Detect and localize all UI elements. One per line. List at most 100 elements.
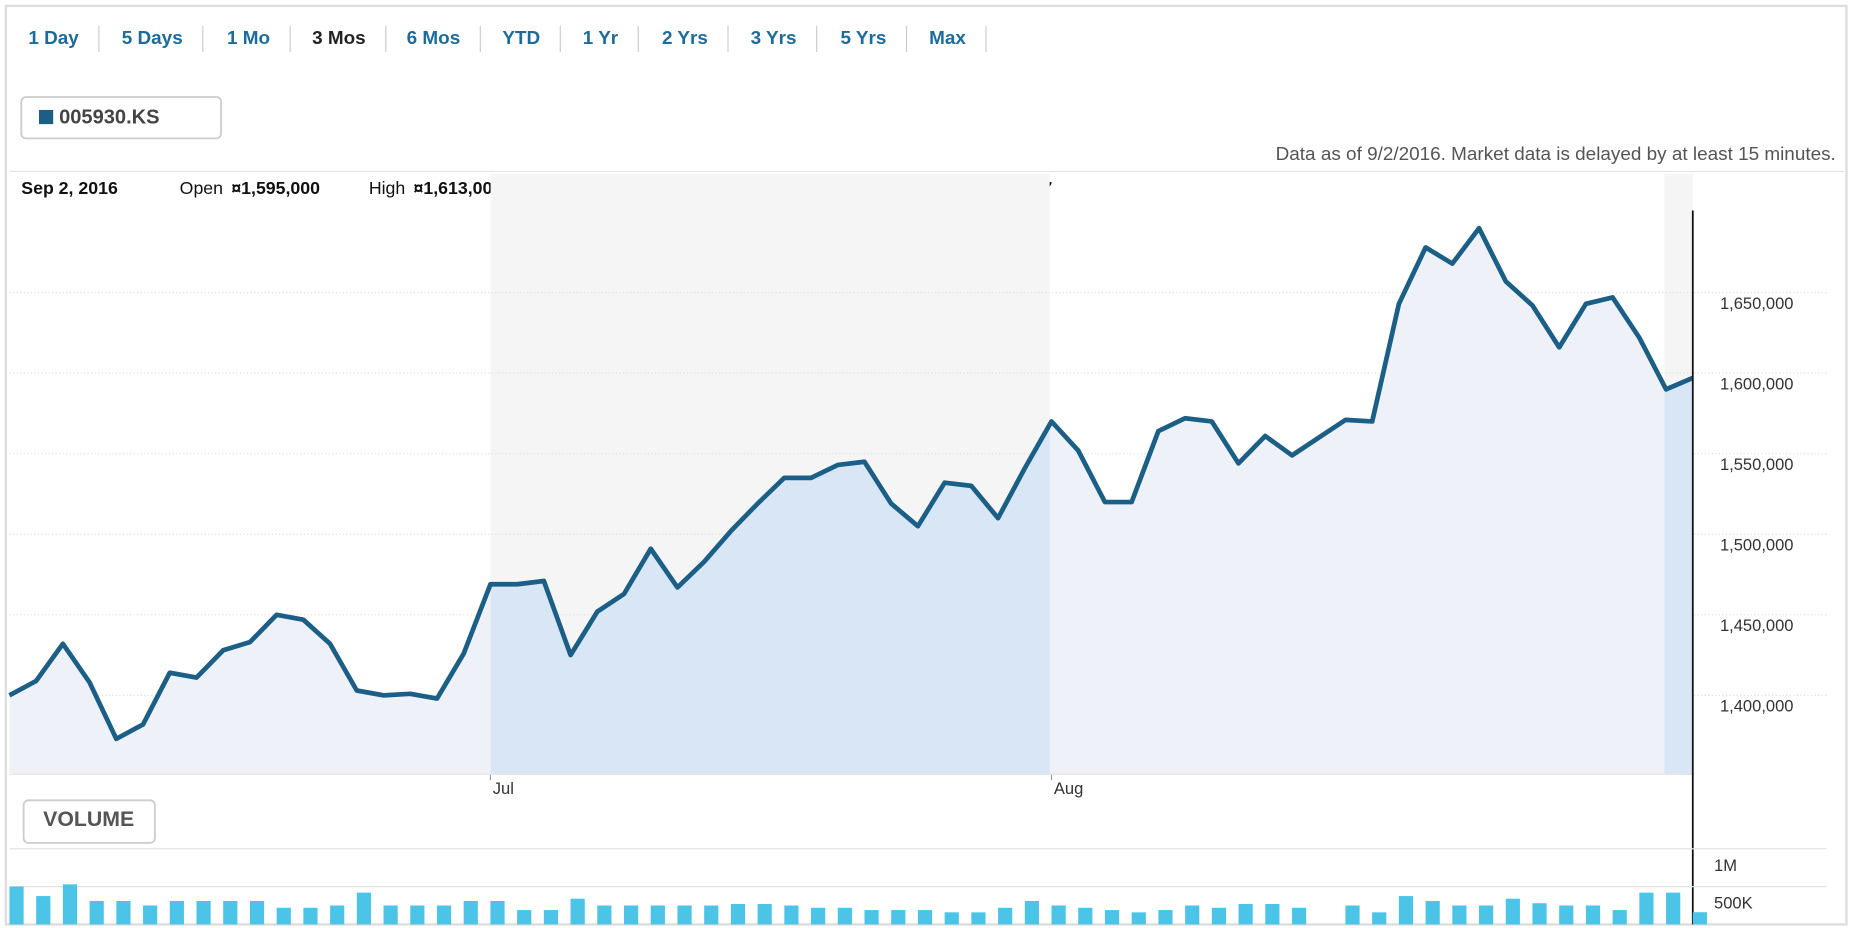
y-tick-label: 500K [1714,894,1753,913]
volume-bar [1692,912,1707,925]
volume-bar [730,904,746,925]
y-tick-label: 1,650,000 [1720,294,1794,313]
volume-bar [89,900,104,925]
volume-bar [410,905,425,925]
volume-bar [811,907,826,925]
y-tick-label: 1,550,000 [1720,455,1794,474]
volume-bar [1024,900,1039,925]
volume-bar [543,910,559,925]
volume-bar [1185,905,1200,925]
y-tick-label: 1,400,000 [1720,697,1794,716]
volume-bar [1585,905,1601,925]
volume-bar [1398,896,1414,925]
volume-bar [1104,910,1120,925]
volume-bar [677,905,692,925]
range-tab[interactable]: 3 Mos [312,28,366,49]
volume-bar [1211,907,1227,925]
legend-label: 005930.KS [59,107,159,129]
range-tab[interactable]: 2 Yrs [662,28,708,49]
quote-label: High [369,178,405,198]
volume-bar [1051,905,1066,925]
price-line [8,225,1694,742]
volume-bar [1345,905,1360,925]
volume-bar [1238,904,1253,925]
volume-bar [1131,912,1146,925]
volume-bar [891,910,906,925]
volume-bar [169,900,184,925]
volume-bar [597,905,612,925]
range-tab[interactable]: 6 Mos [407,28,461,49]
volume-bar [276,907,291,925]
volume-bar [62,884,78,925]
volume-bar [330,905,345,925]
volume-bar [944,912,959,925]
volume-bar [143,905,158,925]
range-tab[interactable]: 3 Yrs [751,28,797,49]
volume-bar [864,910,879,925]
volume-bar [570,898,585,925]
x-tick-label: Jul [493,779,514,798]
volume-bar [917,910,933,925]
volume-bar [1532,903,1547,925]
quote-value: ¤1,595,000 [231,178,320,198]
volume-bar [303,907,318,925]
volume-bar [1479,905,1494,925]
x-tick-label: Aug [1054,779,1083,798]
volume-bar [9,886,24,925]
range-tab[interactable]: Max [929,28,966,49]
range-tab[interactable]: 1 Mo [227,28,270,49]
volume-bar [1505,898,1520,925]
volume-bar [1559,905,1574,925]
volume-bar [36,896,51,925]
quote-label: Open [180,178,223,198]
volume-bar [463,900,478,925]
volume-bar [517,910,532,925]
range-tab[interactable]: 5 Days [122,28,183,49]
volume-bar [1639,892,1654,925]
volume-bar [1265,904,1280,925]
range-tab[interactable]: 5 Yrs [840,28,886,49]
volume-bar [1291,907,1307,925]
volume-bar [223,900,238,925]
range-tab[interactable]: 1 Yr [583,28,619,49]
volume-bar [1078,907,1093,925]
volume-bar [490,900,505,925]
volume-bar [704,905,719,925]
y-tick-label: 1,600,000 [1720,374,1794,393]
volume-bar [650,905,665,925]
volume-bar [757,904,772,925]
volume-bar [1452,905,1467,925]
volume-bar [1612,910,1627,925]
notice: Data as of 9/2/2016. Market data is dela… [1276,144,1836,165]
quote-value: ¤1,613,000 [414,178,503,198]
volume-bar [356,892,371,925]
range-tab[interactable]: 1 Day [28,28,79,49]
volume-bar [624,905,639,925]
quote-date: Sep 2, 2016 [21,178,118,198]
volume-bar [196,900,211,925]
volume-chart: 500K 1M [9,848,1827,925]
volume-bar [998,907,1013,925]
y-tick-label: 1,450,000 [1720,616,1794,635]
volume-bar [1425,900,1440,925]
price-chart: 1,400,000 1,450,000 1,500,000 1,550,000 1,60… [8,225,1827,798]
volume-bar [1666,892,1681,925]
legend-box [20,96,222,140]
volume-bar [249,900,265,925]
volume-button-label[interactable]: VOLUME [43,807,134,831]
y-tick-label: 1M [1714,856,1737,875]
volume-bar [784,905,799,925]
range-tabs: 1 Day 5 Days 1 Mo 3 Mos 6 Mos YTD 1 Yr 2 Yrs 3 Y… [28,26,987,53]
volume-bar [1372,912,1387,925]
volume-bar [436,905,452,925]
y-tick-label: 1,500,000 [1720,535,1794,554]
volume-bar [116,900,131,925]
volume-bar [383,905,398,925]
volume-bar [1158,910,1173,925]
volume-bar [837,907,852,925]
volume-button[interactable] [22,799,156,844]
range-tab[interactable]: YTD [502,28,540,49]
volume-bar [971,912,986,925]
legend-swatch [39,109,54,125]
